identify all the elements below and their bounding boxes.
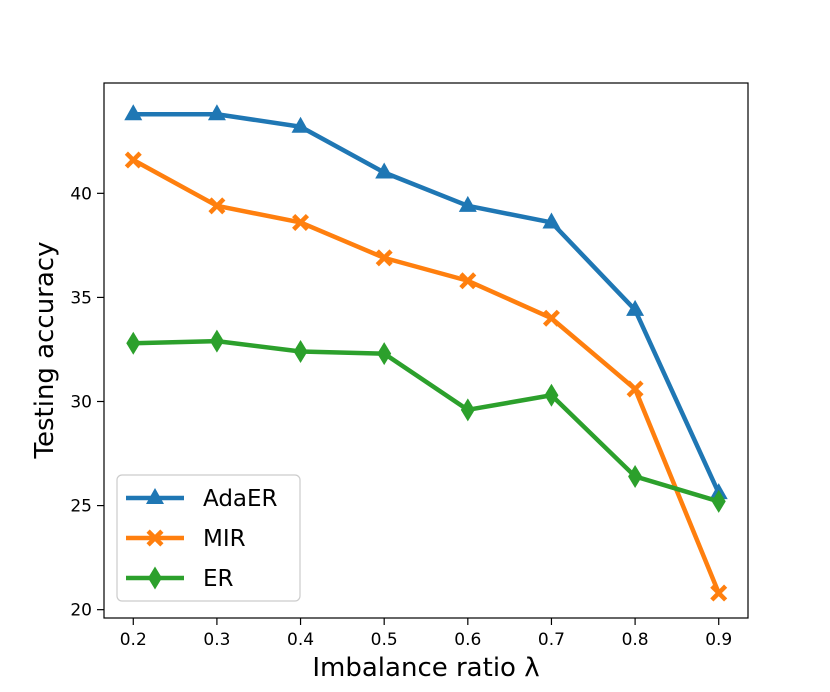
data-point-mir-0: [124, 151, 142, 169]
data-point-adaer-4: [458, 195, 477, 212]
data-point-adaer-0: [124, 104, 143, 121]
x-tick-label: 0.9: [705, 630, 732, 650]
data-point-adaer-6: [626, 299, 645, 316]
data-point-er-5: [544, 383, 559, 407]
data-point-er-4: [460, 398, 475, 422]
legend: AdaER MIR ER: [116, 474, 301, 602]
y-tick-label: 20: [70, 601, 92, 621]
series-line-er: [131, 338, 721, 504]
y-axis-ticks: 20 25 30 35 40: [70, 184, 104, 621]
x-axis-label: Imbalance ratio λ: [312, 653, 539, 683]
y-tick-label: 40: [70, 184, 92, 204]
y-tick-label: 30: [70, 393, 92, 413]
data-point-adaer-5: [542, 212, 561, 229]
legend-label-adaer: AdaER: [203, 486, 278, 512]
legend-box: [116, 474, 301, 602]
data-point-mir-5: [542, 309, 560, 327]
data-point-er-7: [711, 489, 726, 513]
plot-frame: [103, 82, 749, 619]
x-tick-label: 0.4: [287, 630, 314, 650]
y-tick-label: 35: [70, 288, 92, 308]
data-point-adaer-3: [375, 162, 394, 179]
data-point-mir-2: [292, 213, 310, 231]
series-line-mir: [131, 157, 721, 596]
data-point-mir-4: [459, 272, 477, 290]
legend-marker-mir: [146, 529, 164, 547]
data-point-adaer-2: [291, 116, 310, 133]
data-point-adaer-1: [207, 104, 226, 121]
x-tick-label: 0.6: [454, 630, 481, 650]
data-point-mir-1: [208, 197, 226, 215]
x-tick-label: 0.7: [538, 630, 565, 650]
series-line-adaer: [131, 111, 721, 496]
legend-marker-adaer: [146, 488, 164, 504]
y-axis-label: Testing accuracy: [30, 242, 60, 460]
legend-label-er: ER: [203, 566, 234, 592]
y-tick-label: 25: [70, 497, 92, 517]
data-point-er-1: [209, 329, 224, 353]
x-tick-label: 0.3: [203, 630, 230, 650]
data-point-er-6: [628, 464, 643, 488]
x-tick-label: 0.5: [371, 630, 398, 650]
data-point-er-3: [377, 342, 392, 366]
data-point-er-2: [293, 340, 308, 364]
data-point-er-0: [126, 331, 141, 355]
data-point-mir-7: [710, 584, 728, 602]
x-tick-label: 0.2: [120, 630, 147, 650]
legend-label-mir: MIR: [203, 526, 246, 552]
series-layer: [124, 104, 728, 602]
data-point-mir-3: [375, 249, 393, 267]
legend-marker-er: [148, 566, 162, 590]
x-axis-ticks: 0.2 0.3 0.4 0.5 0.6 0.7 0.8 0.9: [120, 618, 732, 650]
x-tick-label: 0.8: [622, 630, 649, 650]
data-point-mir-6: [626, 380, 644, 398]
